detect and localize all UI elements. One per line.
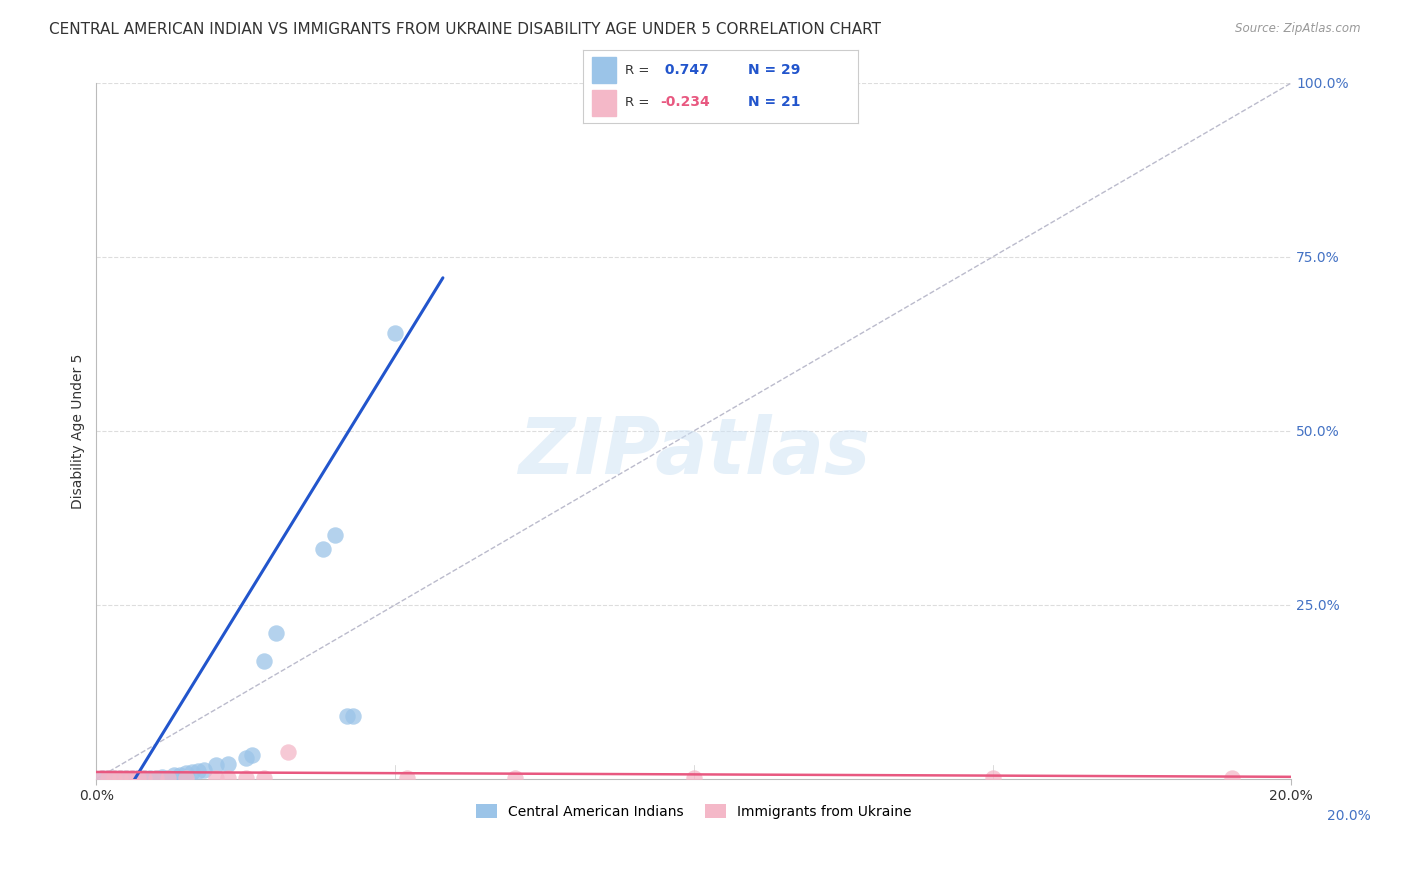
Point [336, 709, 359, 723]
Point [342, 709, 364, 723]
Point [163, 768, 186, 782]
Point [134, 771, 156, 785]
Point [187, 764, 209, 778]
Point [277, 746, 299, 760]
Point [145, 771, 167, 785]
Point [134, 771, 156, 785]
Point [384, 326, 406, 341]
Point [157, 771, 180, 785]
Point [174, 771, 197, 785]
Legend: Central American Indians, Immigrants from Ukraine: Central American Indians, Immigrants fro… [471, 798, 917, 824]
Point [325, 528, 347, 542]
Point [97, 771, 120, 785]
Point [115, 771, 138, 785]
Point [981, 771, 1004, 785]
Text: CENTRAL AMERICAN INDIAN VS IMMIGRANTS FROM UKRAINE DISABILITY AGE UNDER 5 CORREL: CENTRAL AMERICAN INDIAN VS IMMIGRANTS FR… [49, 22, 882, 37]
Point [264, 625, 287, 640]
Point [121, 771, 143, 785]
Point [396, 771, 419, 785]
Point [205, 771, 228, 785]
Y-axis label: Disability Age Under 5: Disability Age Under 5 [72, 353, 86, 508]
Point [110, 771, 132, 785]
Text: Source: ZipAtlas.com: Source: ZipAtlas.com [1236, 22, 1361, 36]
Bar [592, 90, 616, 116]
Point [503, 771, 526, 785]
Text: N = 21: N = 21 [748, 95, 800, 109]
Point [150, 770, 173, 784]
Point [139, 771, 162, 785]
Text: -0.234: -0.234 [661, 95, 710, 109]
Point [157, 771, 180, 785]
Point [181, 764, 204, 779]
Point [174, 766, 197, 780]
Text: 0.747: 0.747 [661, 63, 709, 77]
Point [682, 771, 704, 785]
Point [1220, 771, 1243, 785]
Point [127, 771, 149, 785]
Text: 20.0%: 20.0% [1327, 809, 1371, 823]
Point [312, 542, 335, 557]
Point [115, 771, 138, 785]
Point [240, 747, 263, 762]
Point [253, 771, 276, 785]
Bar [592, 57, 616, 83]
Point [97, 771, 120, 785]
Text: R =: R = [624, 63, 650, 77]
Point [127, 771, 149, 785]
Text: N = 29: N = 29 [748, 63, 800, 77]
Text: R =: R = [624, 95, 650, 109]
Point [205, 758, 228, 772]
Point [217, 771, 239, 785]
Point [91, 771, 114, 785]
Point [91, 771, 114, 785]
Point [121, 771, 143, 785]
Point [145, 771, 167, 785]
Point [235, 751, 257, 765]
Point [169, 768, 191, 782]
Text: ZIPatlas: ZIPatlas [517, 414, 870, 490]
Point [103, 771, 125, 785]
Point [110, 771, 132, 785]
Point [253, 654, 276, 668]
Point [193, 763, 215, 777]
Point [235, 771, 257, 785]
Point [217, 756, 239, 771]
Point [103, 771, 125, 785]
